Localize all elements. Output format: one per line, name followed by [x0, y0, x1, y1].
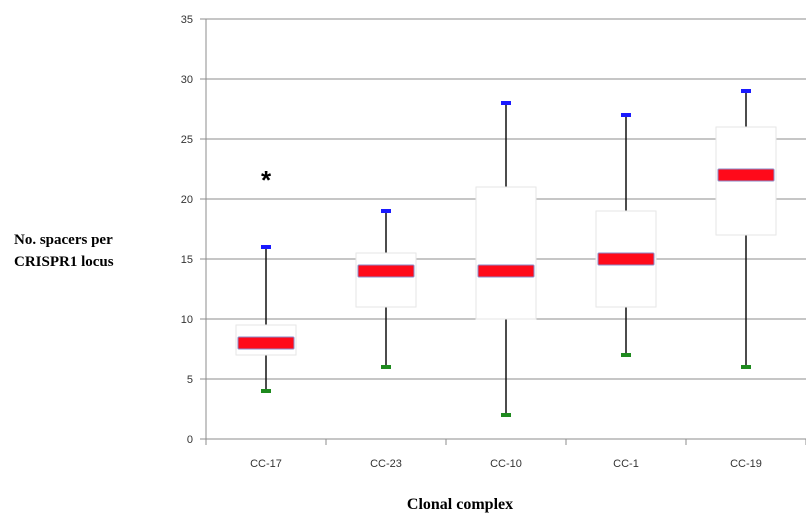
min-cap-cc-10 — [501, 413, 511, 417]
box-cc-1 — [595, 113, 657, 357]
box-cc-17 — [235, 245, 297, 393]
y-tick-label-20: 20 — [181, 194, 193, 206]
median-marker-cc-1 — [597, 252, 655, 266]
x-tick-label-cc-1: CC-1 — [613, 458, 639, 470]
y-tick-label-5: 5 — [187, 374, 193, 386]
x-tick-label-cc-10: CC-10 — [490, 458, 522, 470]
y-axis-title-line-1: No. spacers per — [14, 232, 113, 248]
median-marker-cc-19 — [717, 168, 775, 182]
x-tick-label-cc-17: CC-17 — [250, 458, 282, 470]
median-marker-cc-10 — [477, 264, 535, 278]
median-marker-cc-23 — [357, 264, 415, 278]
box-cc-23 — [355, 209, 417, 369]
min-cap-cc-19 — [741, 365, 751, 369]
box-cc-10 — [475, 101, 537, 417]
y-tick-label-30: 30 — [181, 74, 193, 86]
max-cap-cc-23 — [381, 209, 391, 213]
y-tick-label-0: 0 — [187, 434, 193, 446]
median-marker-cc-17 — [237, 336, 295, 350]
y-tick-label-25: 25 — [181, 134, 193, 146]
iqr-box-cc-10 — [475, 186, 537, 320]
y-tick-label-10: 10 — [181, 314, 193, 326]
x-tick-label-cc-19: CC-19 — [730, 458, 762, 470]
min-cap-cc-1 — [621, 353, 631, 357]
y-axis-title-line-2: CRISPR1 locus — [14, 254, 114, 270]
axis-labels: * No. spacers per CRISPR1 locus Clonal comp… — [14, 165, 513, 513]
max-cap-cc-17 — [261, 245, 271, 249]
min-cap-cc-23 — [381, 365, 391, 369]
iqr-box-cc-23 — [355, 252, 417, 308]
box-cc-19 — [715, 89, 777, 369]
y-tick-label-35: 35 — [181, 14, 193, 26]
max-cap-cc-19 — [741, 89, 751, 93]
significance-asterisk: * — [261, 165, 272, 195]
box-series — [235, 89, 777, 417]
min-cap-cc-17 — [261, 389, 271, 393]
max-cap-cc-1 — [621, 113, 631, 117]
axes: 0 5 10 15 20 25 30 35 CC-17 CC-23 CC-10 CC-1 CC-19 — [181, 14, 806, 470]
y-tick-label-15: 15 — [181, 254, 193, 266]
x-tick-label-cc-23: CC-23 — [370, 458, 402, 470]
max-cap-cc-10 — [501, 101, 511, 105]
x-axis-title: Clonal complex — [407, 496, 513, 513]
